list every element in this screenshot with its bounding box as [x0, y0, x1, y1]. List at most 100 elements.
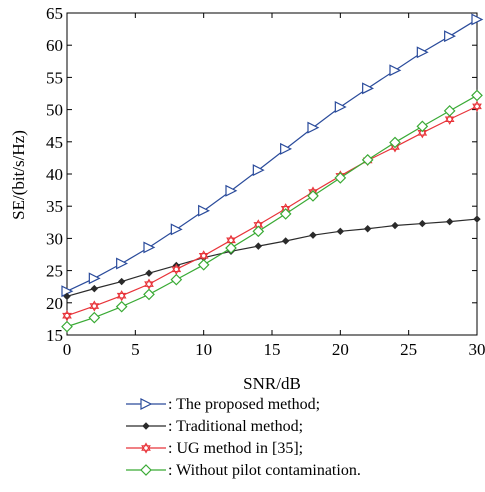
data-point	[88, 311, 101, 324]
hexagram-down-triangle	[253, 222, 264, 231]
series-line	[66, 218, 478, 297]
data-point	[334, 172, 347, 184]
hexagram-down-triangle	[472, 103, 482, 112]
data-point	[418, 219, 427, 228]
data-point	[198, 204, 211, 217]
hexagram-down-triangle	[226, 237, 236, 246]
data-point	[170, 223, 183, 236]
data-point	[171, 263, 182, 275]
data-point	[115, 300, 128, 313]
x-tick-label: 15	[264, 340, 281, 359]
legend-marker	[140, 398, 153, 410]
legend-entry-3: : UG method in [35];	[126, 440, 303, 457]
data-point	[307, 190, 319, 202]
y-tick-label: 45	[46, 133, 63, 152]
data-point	[89, 300, 100, 312]
hexagram-down-triangle	[198, 252, 209, 262]
series-3	[62, 100, 482, 322]
data-point	[362, 82, 375, 95]
hexagram-down-triangle	[141, 445, 151, 454]
data-point	[444, 113, 455, 125]
series-line	[66, 94, 478, 328]
data-point	[444, 30, 457, 43]
hexagram-down-triangle	[89, 303, 100, 312]
hexagram-down-triangle	[62, 312, 72, 322]
legend-marker	[142, 422, 150, 430]
data-point	[198, 250, 209, 262]
data-point	[307, 121, 320, 134]
y-tick-label: 30	[46, 229, 63, 248]
legend-entry-2: : Traditional method;	[126, 418, 303, 435]
y-tick-label: 35	[46, 197, 63, 216]
data-point	[88, 272, 101, 285]
data-point	[389, 64, 402, 77]
data-point	[391, 221, 399, 230]
data-point	[361, 153, 374, 166]
data-point	[473, 215, 481, 223]
x-tick-label: 0	[63, 340, 72, 359]
legend-label: : UG method in [35];	[168, 440, 303, 457]
legend-label: : Without pilot contamination.	[168, 462, 361, 479]
data-point	[90, 284, 99, 293]
y-tick-label: 40	[46, 165, 63, 184]
data-point	[197, 258, 210, 271]
data-point	[472, 100, 482, 112]
x-tick-label: 25	[400, 340, 417, 359]
data-point	[309, 231, 317, 239]
data-point	[254, 242, 263, 250]
data-point	[252, 164, 265, 177]
data-point	[336, 227, 345, 236]
series-line	[66, 18, 478, 292]
data-point	[471, 89, 483, 102]
legend-label: : The proposed method;	[168, 396, 320, 413]
data-point	[61, 320, 73, 333]
data-point	[225, 184, 238, 197]
data-point	[63, 292, 71, 301]
y-tick-label: 50	[46, 101, 63, 120]
data-point	[143, 288, 155, 301]
x-tick-label: 10	[195, 340, 212, 359]
y-axis-label: SE/(bit/s/Hz)	[9, 130, 28, 220]
series-2	[63, 215, 481, 301]
data-point	[225, 242, 237, 254]
data-point	[471, 13, 484, 26]
data-point	[143, 241, 156, 254]
legend-marker	[141, 442, 151, 454]
x-tick-label: 30	[469, 340, 485, 359]
series-4	[61, 89, 483, 333]
data-point	[116, 257, 129, 270]
data-point	[117, 277, 126, 286]
y-tick-label: 15	[46, 326, 63, 345]
x-tick-label: 5	[131, 340, 140, 359]
hexagram-down-triangle	[280, 205, 291, 215]
data-point	[145, 269, 153, 277]
data-point	[445, 217, 454, 226]
legend-label: : Traditional method;	[168, 418, 303, 435]
legend-entry-1: : The proposed method;	[126, 396, 320, 413]
x-tick-label: 20	[332, 340, 349, 359]
hexagram-down-triangle	[171, 266, 182, 275]
data-point	[281, 237, 290, 245]
data-point	[116, 290, 127, 302]
data-point	[443, 105, 456, 117]
legend-marker	[140, 464, 152, 476]
data-point	[280, 142, 293, 155]
data-point	[389, 136, 401, 149]
y-tick-label: 55	[46, 68, 63, 87]
data-point	[170, 273, 183, 286]
data-point	[416, 120, 429, 133]
legend-entry-4: : Without pilot contamination.	[126, 462, 361, 479]
data-point	[144, 278, 154, 290]
data-point	[416, 46, 429, 59]
hexagram-down-triangle	[144, 281, 154, 290]
x-axis-label: SNR/dB	[243, 374, 301, 393]
y-tick-label: 60	[46, 36, 63, 55]
series-line	[66, 105, 478, 317]
hexagram-down-triangle	[444, 116, 455, 125]
y-tick-label: 25	[46, 262, 63, 281]
data-point	[62, 310, 72, 322]
hexagram-down-triangle	[116, 292, 127, 302]
series-1	[61, 13, 484, 298]
data-point	[334, 101, 347, 113]
